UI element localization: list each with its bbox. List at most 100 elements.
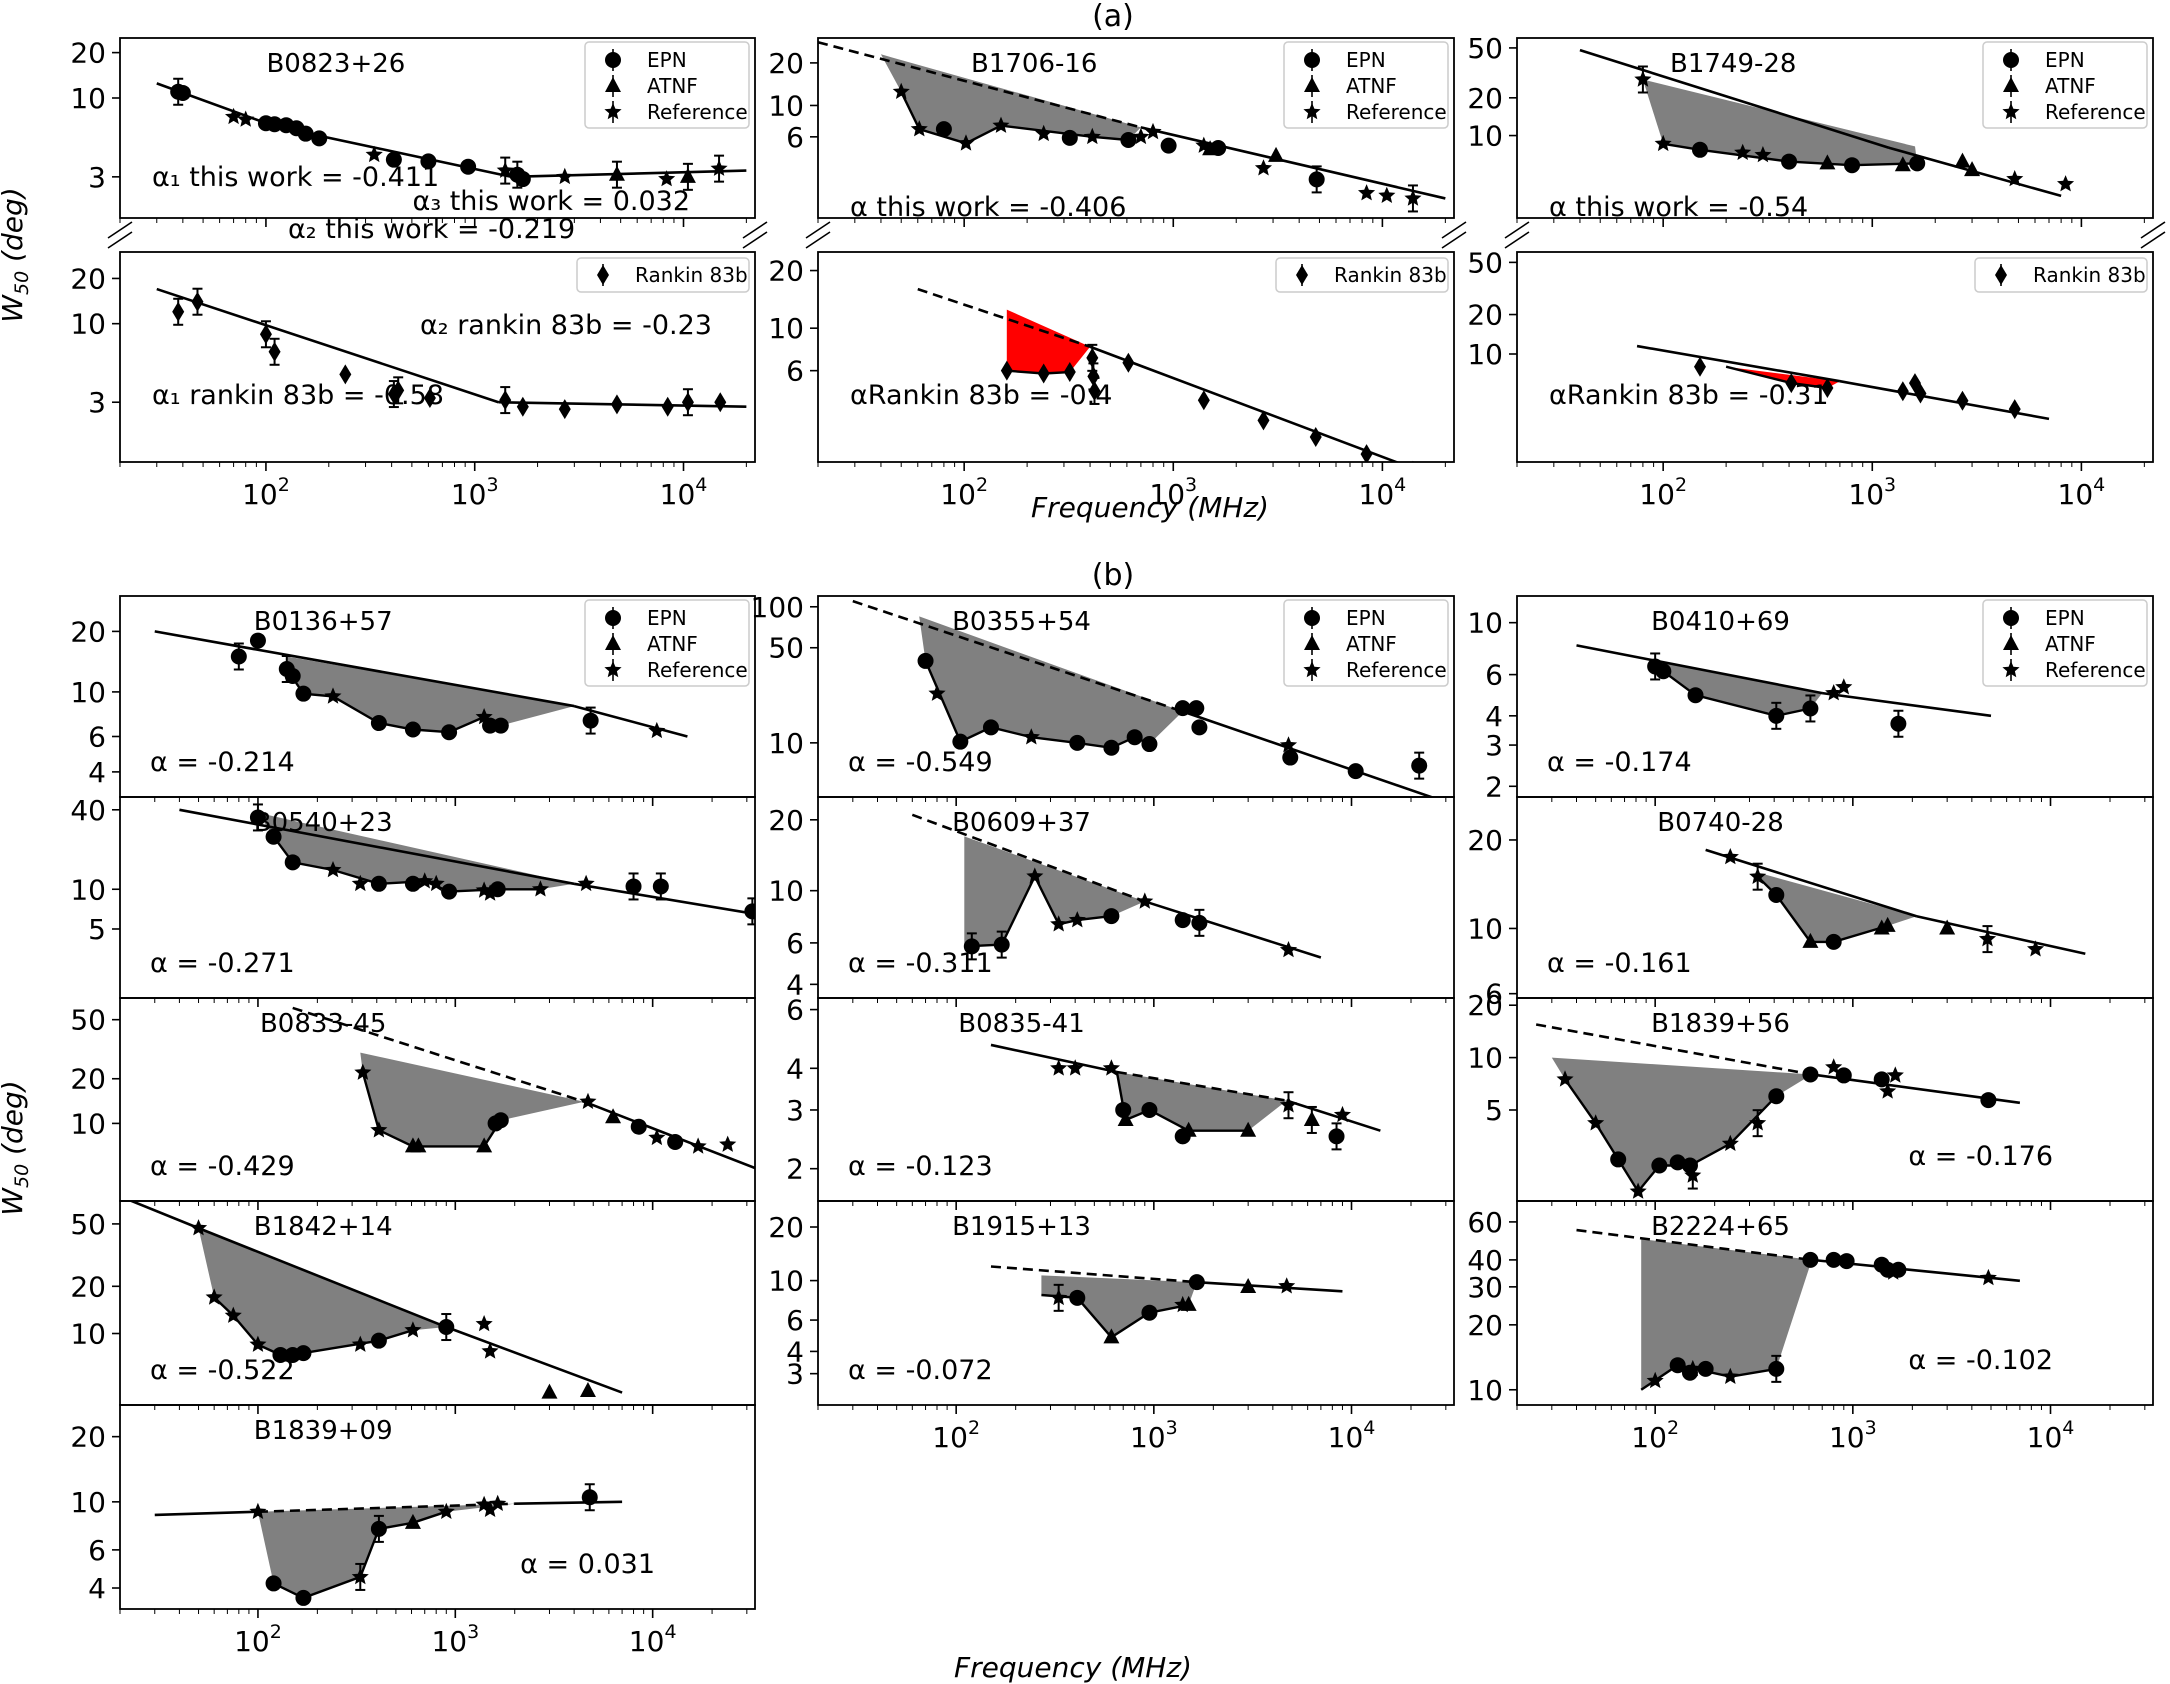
data-point	[610, 394, 623, 415]
panel-title: B0540+23	[254, 808, 393, 838]
legend-label: EPN	[647, 606, 687, 630]
panel-title: B1839+09	[254, 1416, 393, 1446]
data-point	[1136, 892, 1154, 909]
axis-break-mark	[805, 221, 831, 239]
data-point	[1587, 1114, 1605, 1131]
fit-line	[154, 630, 575, 708]
data-point	[689, 1137, 707, 1154]
data-point	[191, 291, 204, 312]
fit-line	[1196, 1280, 1343, 1293]
data-point	[957, 134, 975, 151]
data-point	[1821, 378, 1834, 399]
data-point	[1819, 154, 1836, 170]
axis-break-mark	[1441, 231, 1467, 249]
y-tick-label: 10	[768, 727, 804, 760]
y-tick-label: 20	[768, 47, 804, 80]
data-point	[658, 170, 676, 187]
y-tick-label: 10	[1467, 338, 1503, 371]
axes-frame	[817, 1200, 1455, 1406]
y-tick-label: 4	[88, 1572, 106, 1605]
annotation: α = -0.072	[848, 1355, 993, 1386]
panel-title: B0740-28	[1657, 808, 1783, 838]
data-point	[577, 874, 595, 892]
data-point	[1191, 719, 1208, 736]
panel-title: B0355+54	[952, 607, 1091, 637]
annotation: α₂ rankin 83b = -0.23	[420, 310, 712, 341]
data-point	[935, 121, 952, 138]
data-point	[1768, 707, 1785, 724]
panel-b0823-26-r: 3 10 20 102 103 104 α₁ rankin 83b = -0.58 α₂ ra…	[70, 251, 756, 511]
data-point	[1721, 1134, 1739, 1151]
data-point	[992, 116, 1010, 133]
panel-b1749-28: 10 20 50 B1749-28 α this work = -0.54 EPNATNF…	[1467, 32, 2166, 249]
fit-line	[573, 704, 688, 738]
data-point	[1308, 171, 1325, 188]
shaded-region	[286, 656, 575, 733]
y-tick-label: 6	[88, 720, 106, 753]
data-point	[249, 632, 266, 649]
data-point	[514, 171, 531, 188]
panel-title: B0835-41	[958, 1009, 1084, 1039]
legend: Rankin 83b	[1275, 257, 1449, 293]
fit-line	[1579, 48, 1890, 149]
y-tick-label: 3	[88, 161, 106, 194]
panel-title: B0136+57	[254, 607, 393, 637]
x-tick-label: 103	[1130, 1417, 1178, 1454]
panel-title: B1842+14	[254, 1212, 393, 1242]
data-point	[963, 938, 980, 955]
y-tick-label: 10	[768, 1265, 804, 1298]
data-point	[1956, 390, 1969, 411]
data-point	[1825, 933, 1842, 950]
y-tick-label: 10	[1467, 912, 1503, 945]
fit-line	[445, 1325, 623, 1394]
y-tick-label: 4	[1485, 700, 1503, 733]
annotation: α this work = -0.54	[1549, 192, 1808, 223]
y-tick-label: 20	[70, 1421, 106, 1454]
y-tick-label: 3	[786, 1094, 804, 1127]
data-point	[438, 1319, 455, 1336]
annotation: α₁ rankin 83b = -0.58	[152, 380, 444, 411]
fit-line	[179, 808, 575, 886]
panel-b0823-26: 3 10 20 B0823+26 α₁ this work = -0.411 α₂ thi…	[70, 37, 768, 249]
shaded-region	[257, 1503, 515, 1598]
y-tick-label: 10	[1467, 120, 1503, 153]
data-point	[1063, 362, 1076, 383]
data-point	[1309, 427, 1322, 448]
data-point	[1879, 1082, 1897, 1099]
y-tick-label: 30	[1467, 1271, 1503, 1304]
shaded-region	[919, 616, 1183, 748]
y-tick-label: 2	[1485, 770, 1503, 803]
legend-label: Reference	[1346, 100, 1447, 124]
data-point	[917, 652, 934, 669]
data-point	[661, 396, 674, 417]
data-point	[370, 875, 387, 892]
data-point	[1188, 1274, 1205, 1291]
section-b-label: (b)	[1092, 558, 1134, 593]
y-tick-label: 10	[70, 308, 106, 341]
y-tick-label: 10	[1467, 1042, 1503, 1075]
data-point	[1802, 932, 1819, 948]
data-point	[259, 324, 272, 345]
panel-title: B0833-45	[260, 1009, 386, 1039]
data-point	[993, 936, 1010, 953]
fit-line	[1822, 691, 1992, 718]
data-point	[1160, 137, 1177, 154]
ylabel-a: W50 (deg)	[0, 187, 33, 322]
data-point	[719, 1135, 737, 1152]
y-tick-label: 20	[768, 1211, 804, 1244]
annotation: α₁ this work = -0.411	[152, 162, 439, 193]
annotation: α = 0.031	[520, 1549, 655, 1580]
data-point	[1087, 366, 1100, 387]
data-point	[295, 1345, 312, 1362]
annotation: α = -0.429	[150, 1151, 295, 1182]
y-tick-label: 50	[1467, 246, 1503, 279]
data-point	[1122, 352, 1135, 373]
axes-frame	[1516, 251, 2154, 463]
data-point	[392, 380, 405, 401]
data-point	[1873, 1071, 1890, 1088]
data-point	[1328, 1128, 1345, 1145]
x-tick-label: 104	[2027, 1417, 2075, 1454]
legend-label: ATNF	[647, 74, 698, 98]
axes-frame	[1516, 1200, 2154, 1406]
